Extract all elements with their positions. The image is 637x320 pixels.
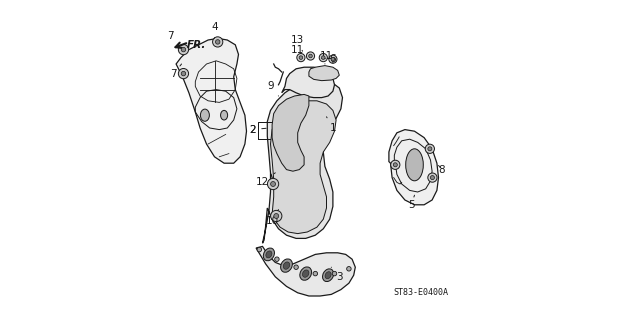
Polygon shape	[176, 38, 247, 163]
Circle shape	[428, 173, 437, 182]
Text: 7: 7	[168, 31, 178, 47]
Circle shape	[178, 44, 189, 55]
Circle shape	[431, 176, 434, 180]
Circle shape	[275, 257, 279, 261]
Circle shape	[313, 271, 317, 276]
Circle shape	[294, 265, 298, 269]
Circle shape	[178, 68, 189, 79]
Ellipse shape	[406, 149, 424, 181]
Circle shape	[329, 55, 337, 63]
Text: 11: 11	[320, 51, 333, 64]
Polygon shape	[271, 101, 336, 234]
Ellipse shape	[303, 270, 309, 277]
Circle shape	[309, 54, 312, 58]
Circle shape	[319, 53, 327, 62]
Text: 12: 12	[256, 173, 275, 188]
Text: 2: 2	[250, 124, 266, 135]
Ellipse shape	[300, 267, 311, 280]
Text: 6: 6	[329, 54, 336, 64]
Circle shape	[271, 181, 276, 187]
Circle shape	[213, 37, 223, 47]
Circle shape	[297, 53, 305, 62]
Circle shape	[274, 213, 279, 219]
Ellipse shape	[201, 109, 210, 121]
Polygon shape	[309, 66, 340, 81]
Polygon shape	[262, 80, 343, 243]
Circle shape	[215, 40, 220, 44]
Text: 5: 5	[408, 195, 415, 210]
Circle shape	[426, 144, 434, 153]
Circle shape	[333, 271, 337, 276]
Circle shape	[390, 160, 400, 169]
Ellipse shape	[283, 262, 290, 269]
Ellipse shape	[266, 251, 272, 258]
Text: 11: 11	[291, 44, 304, 58]
Text: 3: 3	[331, 267, 343, 282]
Ellipse shape	[281, 259, 292, 272]
Circle shape	[257, 247, 262, 252]
Ellipse shape	[220, 110, 227, 120]
Circle shape	[271, 210, 282, 222]
Text: 9: 9	[267, 81, 278, 96]
Circle shape	[347, 267, 351, 271]
Circle shape	[268, 178, 279, 190]
Text: 13: 13	[291, 35, 304, 51]
Text: 8: 8	[438, 164, 445, 175]
Text: 10: 10	[266, 210, 278, 226]
Text: ST83-E0400A: ST83-E0400A	[394, 288, 448, 297]
Polygon shape	[282, 67, 334, 98]
Polygon shape	[389, 130, 438, 205]
Circle shape	[428, 147, 432, 151]
Text: 4: 4	[211, 22, 218, 38]
Ellipse shape	[325, 272, 331, 279]
Polygon shape	[272, 94, 309, 171]
Text: 7: 7	[171, 64, 182, 79]
Text: 2: 2	[250, 124, 256, 135]
Circle shape	[306, 52, 315, 60]
Circle shape	[181, 71, 186, 76]
Text: 1: 1	[327, 117, 336, 133]
Polygon shape	[256, 246, 355, 296]
Ellipse shape	[322, 269, 334, 282]
Circle shape	[393, 163, 397, 167]
Circle shape	[299, 56, 303, 60]
Circle shape	[181, 47, 186, 52]
Circle shape	[322, 56, 325, 60]
Text: FR.: FR.	[187, 40, 206, 51]
Circle shape	[331, 57, 334, 61]
Ellipse shape	[263, 248, 275, 261]
